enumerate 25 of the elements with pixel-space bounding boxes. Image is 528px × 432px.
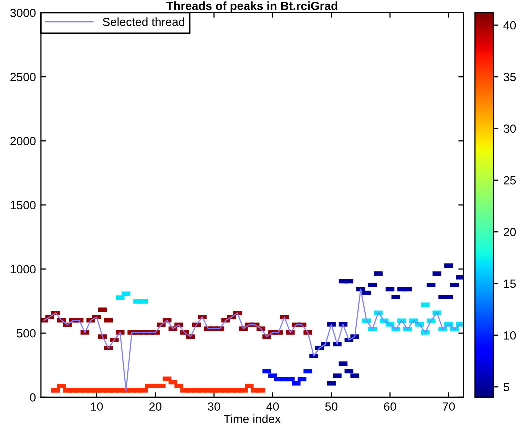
y-tick-label: 1000: [10, 265, 36, 274]
color-bar-label: 15: [504, 280, 516, 288]
color-bar-label: 25: [504, 176, 516, 185]
x-tick-label: 10: [91, 402, 104, 411]
y-tick-label: 2000: [10, 137, 36, 146]
chart-title: Threads of peaks in Bt.rciGrad: [166, 2, 338, 13]
legend-label: Selected thread: [103, 18, 185, 26]
color-bar-label: 35: [504, 73, 516, 82]
x-tick-label: 40: [266, 402, 280, 411]
y-tick-label: 3000: [10, 8, 36, 18]
color-bar-label: 30: [504, 124, 516, 134]
x-tick-label: 20: [150, 402, 162, 411]
y-tick-label: 0: [30, 393, 36, 402]
color-bar-label: 10: [504, 331, 516, 340]
x-axis-title: Time index: [224, 414, 281, 424]
x-tick-label: 50: [325, 402, 338, 411]
color-bar-label: 20: [504, 228, 516, 236]
y-tick-label: 1500: [10, 201, 36, 210]
y-tick-label: 2500: [10, 73, 36, 82]
y-tick-label: 500: [17, 329, 36, 338]
x-tick-label: 30: [208, 402, 220, 411]
x-tick-label: 70: [442, 402, 456, 411]
color-bar-label: 40: [504, 21, 516, 30]
color-bar-label: 5: [504, 383, 510, 392]
x-tick-label: 60: [384, 402, 396, 411]
